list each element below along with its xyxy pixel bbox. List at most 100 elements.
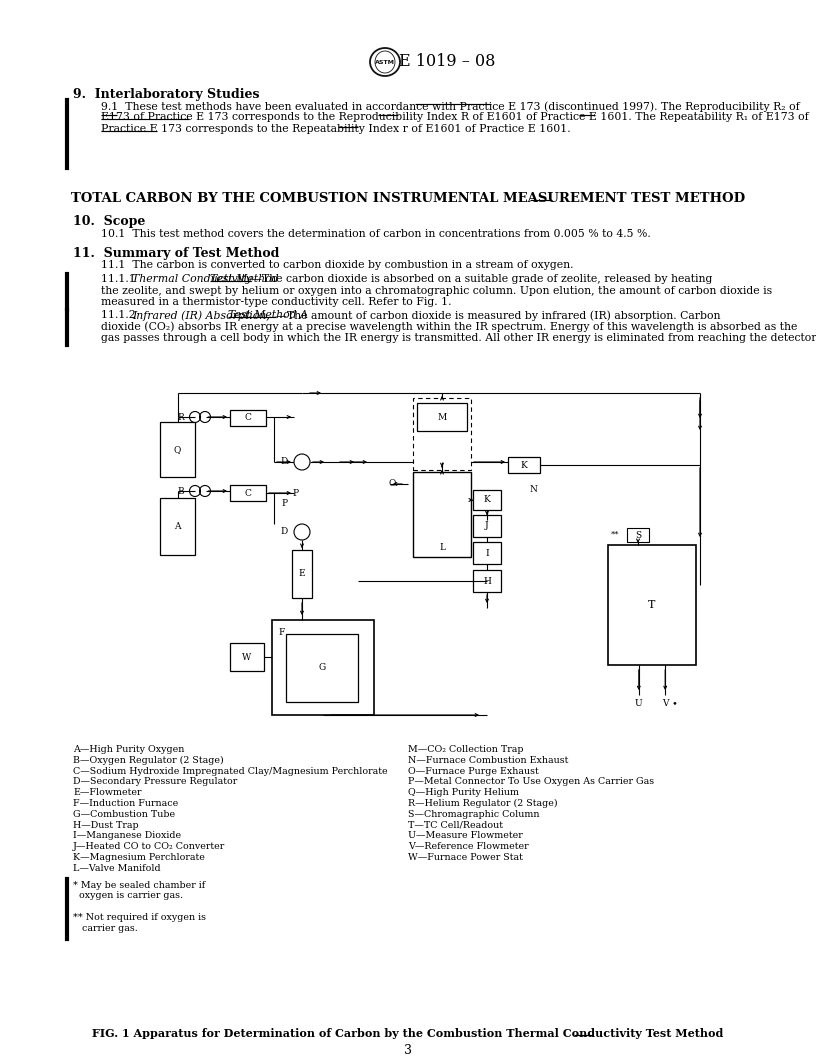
Text: D: D (281, 457, 288, 467)
Text: I—Manganese Dioxide: I—Manganese Dioxide (73, 831, 181, 841)
Text: D: D (281, 528, 288, 536)
Text: **: ** (610, 531, 619, 539)
Text: G: G (318, 663, 326, 673)
Bar (413, 472, 471, 557)
Text: * May be sealed chamber if: * May be sealed chamber if (73, 881, 206, 889)
Bar (473, 570, 501, 592)
Text: S—Chromagraphic Column: S—Chromagraphic Column (408, 810, 539, 818)
Text: C: C (245, 414, 251, 422)
Text: Test Method: Test Method (210, 274, 278, 284)
Text: G—Combustion Tube: G—Combustion Tube (73, 810, 175, 818)
Text: H: H (483, 577, 491, 585)
Text: •: • (672, 699, 677, 708)
Text: V—Reference Flowmeter: V—Reference Flowmeter (408, 843, 529, 851)
Bar (292, 550, 312, 598)
Text: W: W (242, 653, 251, 661)
Text: N: N (530, 485, 538, 493)
Text: L: L (439, 543, 445, 551)
Text: U: U (635, 699, 643, 708)
Circle shape (294, 454, 310, 470)
Text: Practice E 173 corresponds to the Repeatability Index r of E1601 of Practice E 1: Practice E 173 corresponds to the Repeat… (101, 124, 570, 134)
Bar (160, 498, 195, 555)
Text: K: K (521, 460, 527, 470)
Text: W—Furnace Power Stat: W—Furnace Power Stat (408, 853, 523, 862)
Text: D—Secondary Pressure Regulator: D—Secondary Pressure Regulator (73, 777, 237, 787)
Text: P: P (281, 499, 287, 509)
Text: R—Helium Regulator (2 Stage): R—Helium Regulator (2 Stage) (408, 799, 557, 808)
Text: 11.  Summary of Test Method: 11. Summary of Test Method (73, 247, 279, 260)
Bar (417, 403, 467, 431)
Text: dioxide (CO₂) absorbs IR energy at a precise wavelength within the IR spectrum. : dioxide (CO₂) absorbs IR energy at a pre… (101, 321, 797, 332)
Bar (473, 490, 501, 510)
Text: O: O (388, 479, 396, 489)
Text: F—Induction Furnace: F—Induction Furnace (73, 799, 178, 808)
Bar (160, 422, 195, 477)
Text: measured in a thermistor-type conductivity cell. Refer to Fig. 1.: measured in a thermistor-type conductivi… (101, 297, 451, 307)
Text: 11.1  The carbon is converted to carbon dioxide by combustion in a stream of oxy: 11.1 The carbon is converted to carbon d… (101, 260, 574, 270)
Text: ** Not required if oxygen is: ** Not required if oxygen is (73, 913, 206, 922)
Text: Q: Q (174, 445, 181, 454)
Bar (627, 528, 649, 542)
Text: V: V (662, 699, 668, 708)
Text: FIG. 1 Apparatus for Determination of Carbon by the Combustion Thermal Conductiv: FIG. 1 Apparatus for Determination of Ca… (92, 1027, 724, 1039)
Text: 11.1.1: 11.1.1 (101, 274, 143, 284)
Text: Infrared (IR) Absorption,: Infrared (IR) Absorption, (132, 310, 273, 321)
Text: M: M (437, 413, 446, 421)
Text: P—Metal Connector To Use Oxygen As Carrier Gas: P—Metal Connector To Use Oxygen As Carri… (408, 777, 654, 787)
Text: E173 of Practice E 173 corresponds to the Reproducibility Index R of E1601 of Pr: E173 of Practice E 173 corresponds to th… (101, 113, 809, 122)
Text: P: P (293, 490, 299, 498)
Text: J: J (486, 522, 489, 530)
Text: C: C (245, 489, 251, 497)
Text: ASTM: ASTM (375, 59, 395, 64)
Bar (230, 643, 264, 671)
Text: I: I (486, 548, 489, 558)
Text: —The carbon dioxide is absorbed on a suitable grade of zeolite, released by heat: —The carbon dioxide is absorbed on a sui… (251, 274, 712, 284)
Text: 10.1  This test method covers the determination of carbon in concentrations from: 10.1 This test method covers the determi… (101, 229, 650, 239)
Text: R: R (177, 413, 184, 421)
Circle shape (294, 524, 310, 540)
Text: O—Furnace Purge Exhaust: O—Furnace Purge Exhaust (408, 767, 539, 775)
Text: Thermal Conductivity: Thermal Conductivity (132, 274, 255, 284)
Text: —The amount of carbon dioxide is measured by infrared (IR) absorption. Carbon: —The amount of carbon dioxide is measure… (277, 310, 721, 321)
Text: E: E (299, 569, 305, 579)
Text: H—Dust Trap: H—Dust Trap (73, 821, 139, 830)
Bar (286, 634, 358, 702)
Text: 9.1  These test methods have been evaluated in accordance with Practice E 173 (d: 9.1 These test methods have been evaluat… (101, 101, 800, 112)
Text: A: A (175, 522, 181, 531)
Bar (508, 457, 540, 473)
Text: N—Furnace Combustion Exhaust: N—Furnace Combustion Exhaust (408, 756, 569, 765)
Bar (230, 485, 266, 501)
Text: B—Oxygen Regulator (2 Stage): B—Oxygen Regulator (2 Stage) (73, 756, 224, 765)
Text: 10.  Scope: 10. Scope (73, 215, 145, 228)
Text: E—Flowmeter: E—Flowmeter (73, 788, 141, 797)
Text: Test Method A: Test Method A (228, 310, 308, 320)
Text: carrier gas.: carrier gas. (73, 924, 138, 932)
Text: B: B (177, 487, 184, 495)
Text: K: K (484, 495, 490, 505)
Text: U—Measure Flowmeter: U—Measure Flowmeter (408, 831, 523, 841)
Text: the zeolite, and swept by helium or oxygen into a chromatographic column. Upon e: the zeolite, and swept by helium or oxyg… (101, 285, 772, 296)
Text: J—Heated CO to CO₂ Converter: J—Heated CO to CO₂ Converter (73, 843, 225, 851)
Text: 9.  Interlaboratory Studies: 9. Interlaboratory Studies (73, 88, 259, 101)
Text: 3: 3 (404, 1044, 412, 1056)
Text: E 1019 – 08: E 1019 – 08 (399, 54, 495, 71)
Text: T: T (649, 600, 656, 610)
Text: C—Sodium Hydroxide Impregnated Clay/Magnesium Perchlorate: C—Sodium Hydroxide Impregnated Clay/Magn… (73, 767, 388, 775)
Text: Q—High Purity Helium: Q—High Purity Helium (408, 788, 519, 797)
Bar (413, 398, 471, 470)
Bar (608, 545, 696, 665)
Text: gas passes through a cell body in which the IR energy is transmitted. All other : gas passes through a cell body in which … (101, 333, 816, 343)
Text: 11.1.2: 11.1.2 (101, 310, 143, 320)
Text: K—Magnesium Perchlorate: K—Magnesium Perchlorate (73, 853, 205, 862)
Bar (473, 515, 501, 538)
Bar (473, 542, 501, 564)
Text: A—High Purity Oxygen: A—High Purity Oxygen (73, 744, 184, 754)
Bar (230, 410, 266, 426)
Text: TOTAL CARBON BY THE COMBUSTION INSTRUMENTAL MEASUREMENT TEST METHOD: TOTAL CARBON BY THE COMBUSTION INSTRUMEN… (71, 192, 745, 205)
Text: T—TC Cell/Readout: T—TC Cell/Readout (408, 821, 503, 830)
Text: L—Valve Manifold: L—Valve Manifold (73, 864, 161, 873)
Text: S: S (635, 530, 641, 540)
Text: M—CO₂ Collection Trap: M—CO₂ Collection Trap (408, 744, 524, 754)
Bar (272, 620, 374, 715)
Text: oxygen is carrier gas.: oxygen is carrier gas. (73, 891, 183, 901)
